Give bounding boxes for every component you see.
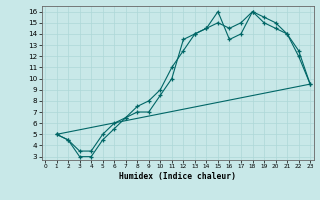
X-axis label: Humidex (Indice chaleur): Humidex (Indice chaleur)	[119, 172, 236, 181]
